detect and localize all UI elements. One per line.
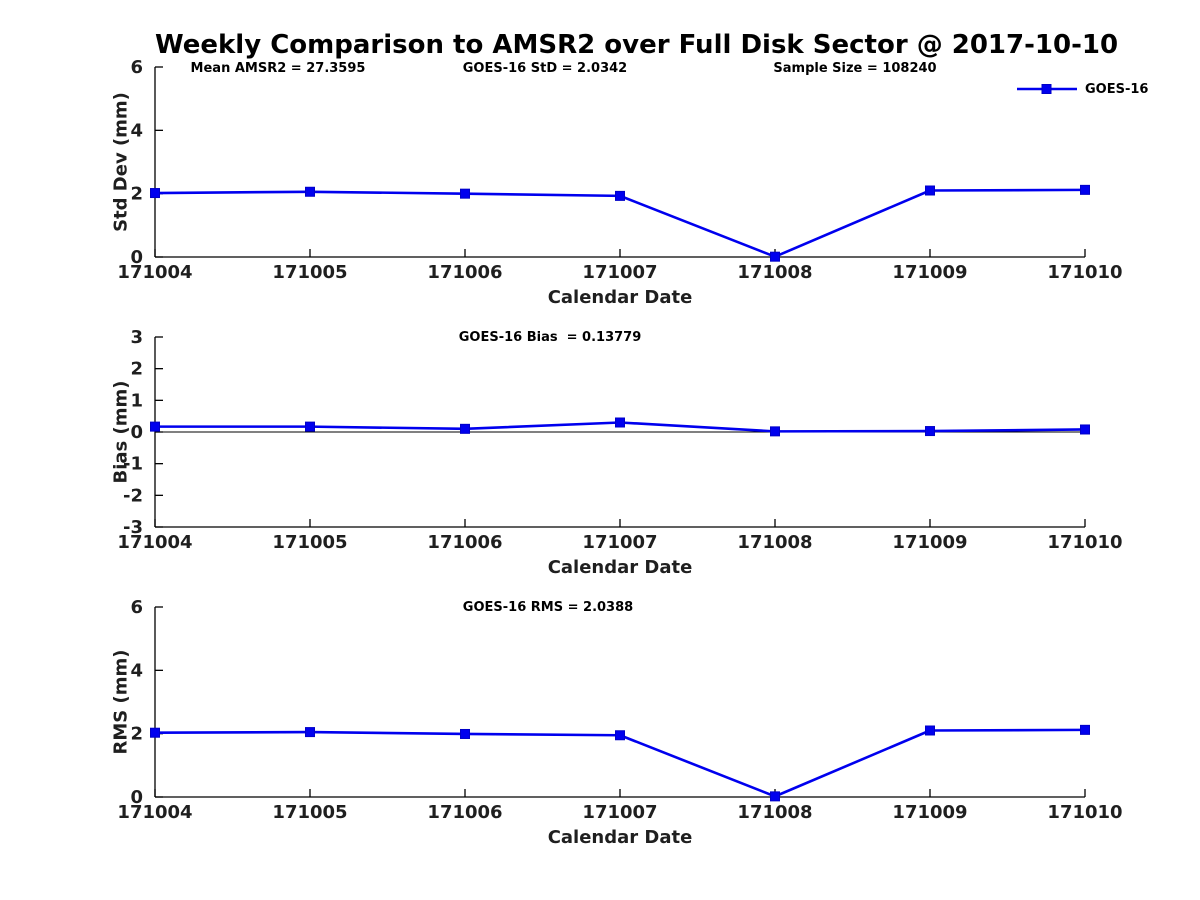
svg-text:4: 4 bbox=[130, 660, 143, 681]
svg-text:171008: 171008 bbox=[737, 802, 812, 823]
svg-text:-2: -2 bbox=[123, 485, 143, 506]
svg-text:171009: 171009 bbox=[892, 262, 967, 283]
annotation-goes16-rms: GOES-16 RMS = 2.0388 bbox=[462, 600, 634, 615]
svg-text:171005: 171005 bbox=[272, 532, 347, 553]
svg-text:6: 6 bbox=[130, 597, 143, 618]
xlabel-calendar-date-middle: Calendar Date bbox=[547, 557, 693, 578]
legend-label: GOES-16 bbox=[1085, 81, 1149, 97]
svg-text:0: 0 bbox=[130, 787, 143, 808]
svg-text:171007: 171007 bbox=[582, 262, 657, 283]
svg-text:171010: 171010 bbox=[1047, 532, 1122, 553]
svg-text:171010: 171010 bbox=[1047, 802, 1122, 823]
svg-text:171004: 171004 bbox=[117, 262, 192, 283]
annotation-goes16-std: GOES-16 StD = 2.0342 bbox=[462, 61, 628, 76]
svg-text:171009: 171009 bbox=[892, 532, 967, 553]
svg-text:171005: 171005 bbox=[272, 262, 347, 283]
svg-text:171007: 171007 bbox=[582, 802, 657, 823]
svg-text:171005: 171005 bbox=[272, 802, 347, 823]
svg-text:171008: 171008 bbox=[737, 262, 812, 283]
legend: GOES-16 bbox=[1016, 80, 1148, 98]
svg-text:6: 6 bbox=[130, 57, 143, 78]
legend-line-marker-icon bbox=[1017, 84, 1077, 94]
svg-text:171004: 171004 bbox=[117, 802, 192, 823]
annotation-sample-size: Sample Size = 108240 bbox=[773, 61, 937, 76]
svg-text:2: 2 bbox=[130, 359, 143, 380]
xlabel-calendar-date-bottom: Calendar Date bbox=[547, 827, 693, 848]
xlabel-calendar-date-top: Calendar Date bbox=[547, 287, 693, 308]
svg-text:-1: -1 bbox=[123, 454, 143, 475]
svg-text:171006: 171006 bbox=[427, 802, 502, 823]
svg-text:171006: 171006 bbox=[427, 262, 502, 283]
svg-text:0: 0 bbox=[130, 247, 143, 268]
annotation-mean-amsr2: Mean AMSR2 = 27.3595 bbox=[190, 61, 366, 76]
svg-text:171009: 171009 bbox=[892, 802, 967, 823]
svg-text:-3: -3 bbox=[123, 517, 143, 538]
svg-text:171004: 171004 bbox=[117, 532, 192, 553]
svg-text:3: 3 bbox=[130, 327, 143, 348]
svg-text:0: 0 bbox=[130, 422, 143, 443]
annotation-goes16-bias: GOES-16 Bias = 0.13779 bbox=[458, 330, 642, 345]
svg-text:171008: 171008 bbox=[737, 532, 812, 553]
svg-text:171007: 171007 bbox=[582, 532, 657, 553]
figure-title: Weekly Comparison to AMSR2 over Full Dis… bbox=[155, 30, 1119, 60]
svg-text:4: 4 bbox=[130, 120, 143, 141]
svg-text:171006: 171006 bbox=[427, 532, 502, 553]
svg-text:171010: 171010 bbox=[1047, 262, 1122, 283]
svg-text:2: 2 bbox=[130, 724, 143, 745]
svg-text:2: 2 bbox=[130, 184, 143, 205]
svg-text:1: 1 bbox=[130, 390, 143, 411]
